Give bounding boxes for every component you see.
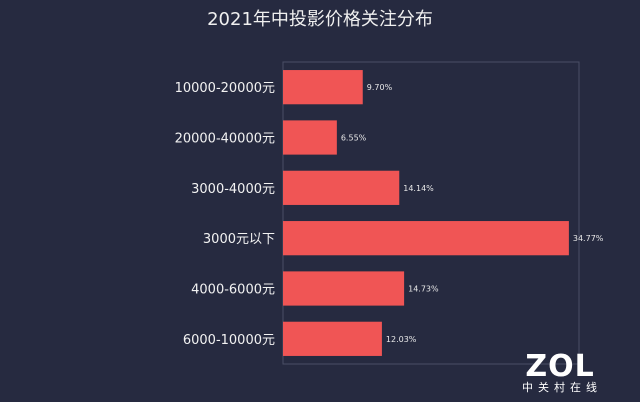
- category-label-1: 20000-40000元: [175, 132, 275, 147]
- category-label-4: 4000-6000元: [191, 283, 275, 298]
- plot-area: [282, 61, 580, 365]
- value-label-0: 9.70%: [367, 83, 393, 92]
- bar-3: [283, 221, 569, 256]
- bar-4: [283, 271, 405, 306]
- logo-subtext: 中关村在线: [522, 380, 602, 394]
- category-label-3: 3000元以下: [203, 232, 275, 247]
- bar-5: [283, 321, 382, 356]
- logo-text: ZOL: [525, 349, 594, 384]
- zol-logo: ZOL 中关村在线: [522, 349, 602, 394]
- value-label-5: 12.03%: [386, 335, 417, 344]
- bar-1: [283, 120, 337, 155]
- category-label-2: 3000-4000元: [191, 182, 275, 197]
- value-label-4: 14.73%: [408, 285, 439, 294]
- value-labels: 9.70% 6.55% 14.14% 34.77% 14.73% 12.03%: [341, 83, 604, 344]
- bar-2: [283, 170, 400, 205]
- category-label-5: 6000-10000元: [183, 333, 275, 348]
- value-label-2: 14.14%: [403, 184, 434, 193]
- value-label-1: 6.55%: [341, 134, 367, 143]
- category-label-0: 10000-20000元: [175, 81, 275, 96]
- chart-title: 2021年中投影价格关注分布: [207, 9, 433, 30]
- category-labels: 10000-20000元 20000-40000元 3000-4000元 3000元以…: [175, 81, 275, 348]
- bars-group: [283, 70, 569, 356]
- value-label-3: 34.77%: [573, 234, 604, 243]
- bar-0: [283, 70, 363, 105]
